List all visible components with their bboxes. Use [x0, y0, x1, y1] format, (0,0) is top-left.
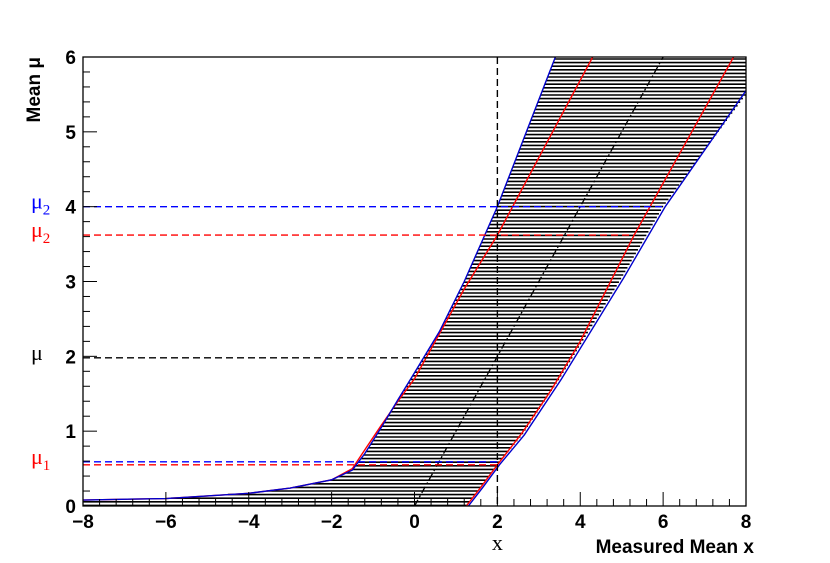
y-tick-label: 0	[65, 497, 76, 518]
reference-lines	[83, 57, 664, 506]
y-tick-label: 4	[65, 198, 76, 219]
x-tick-label: −2	[321, 512, 343, 533]
band-area	[83, 57, 746, 506]
x-tick-label: 8	[741, 512, 752, 533]
y-tick-label: 5	[65, 123, 76, 144]
y-tick-label: 2	[65, 347, 76, 368]
x-tick-label: −6	[155, 512, 177, 533]
outer-lower-curve	[467, 90, 746, 506]
x-tick-label: 2	[492, 512, 503, 533]
central-curve	[413, 57, 664, 506]
inner-lower-curve	[465, 57, 735, 506]
y-tick-label: 3	[65, 273, 76, 294]
x-tick-label: −4	[238, 512, 260, 533]
axes: −8 −6 −4 −2 0 2 4 6 8 0 1 2 3 4 5 6	[65, 48, 751, 533]
mu-label: μ2	[31, 189, 50, 219]
x-axis-title: Measured Mean x	[596, 537, 755, 558]
confidence-band	[83, 57, 746, 506]
y-tick-label: 6	[65, 48, 76, 69]
y-tick-label: 1	[65, 422, 76, 443]
y-axis-title: Mean μ	[24, 57, 45, 122]
x-tick-label: 0	[409, 512, 420, 533]
mu-label: μ2	[31, 217, 50, 247]
curve-layer	[83, 57, 746, 506]
x-tick-label: 6	[658, 512, 669, 533]
x-marker-label: x	[492, 530, 503, 555]
x-tick-label: 4	[575, 512, 586, 533]
mu-label: μ	[31, 340, 43, 365]
x-tick-label: −8	[72, 512, 94, 533]
mu-label: μ1	[31, 444, 50, 474]
outer-upper-curve	[83, 57, 557, 501]
